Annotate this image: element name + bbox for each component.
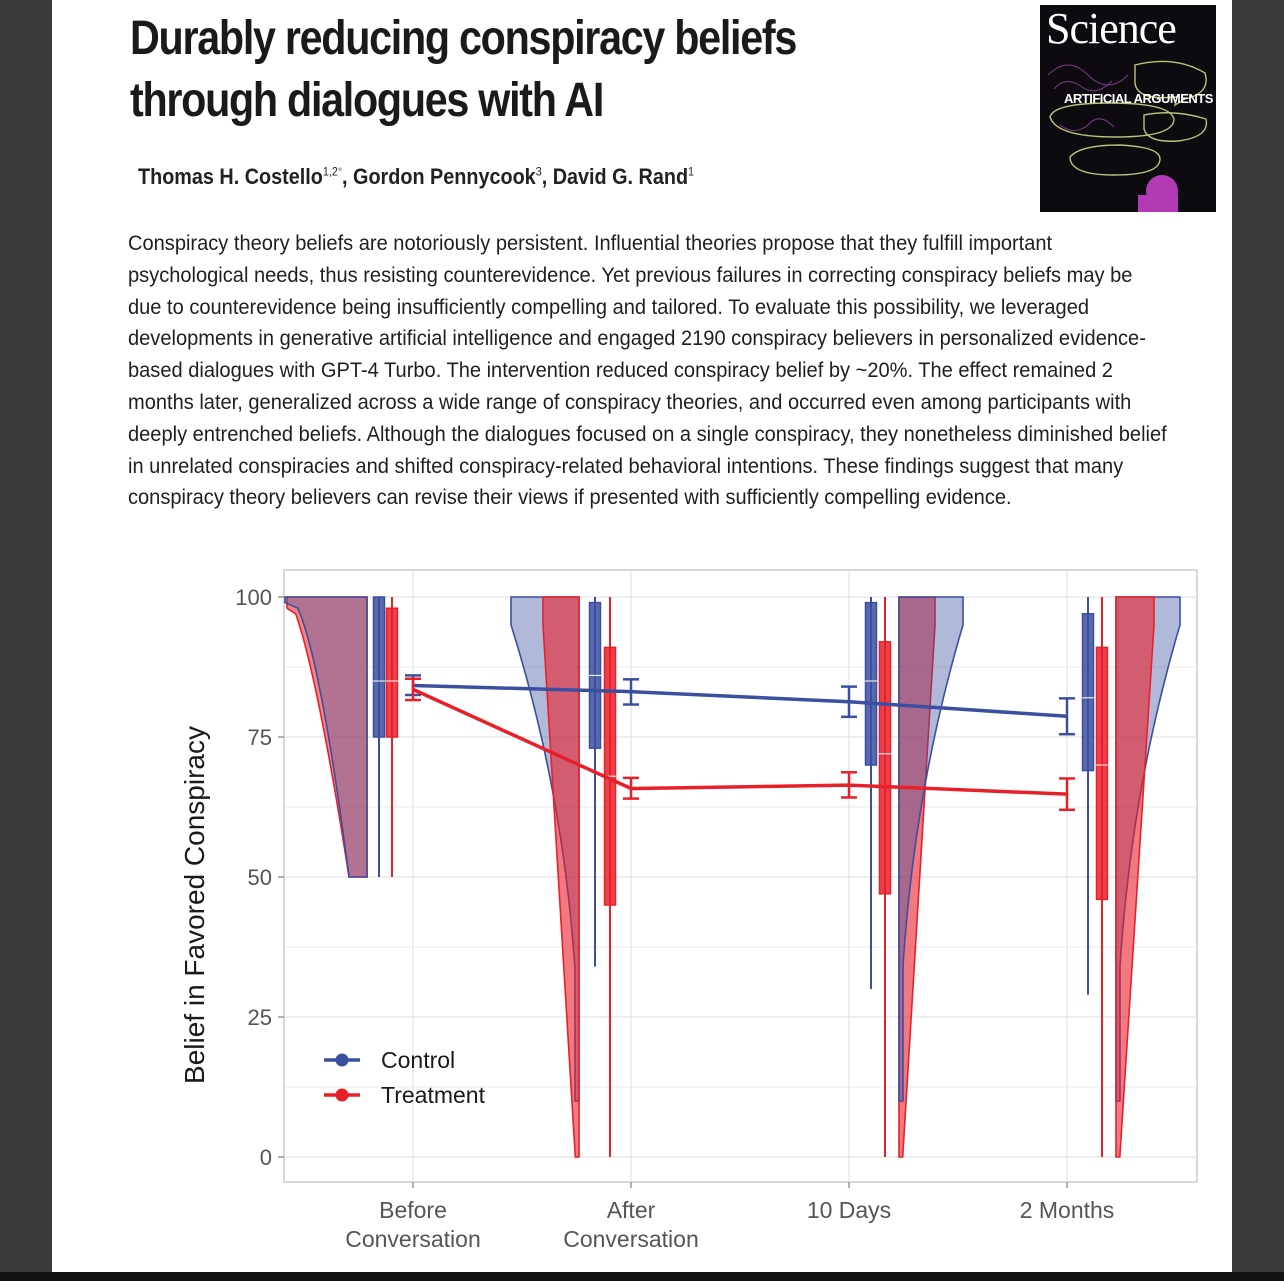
distribution-shape xyxy=(284,596,368,878)
bottom-frame xyxy=(0,1272,1284,1281)
distribution-shape xyxy=(898,596,964,1102)
y-tick-label: 75 xyxy=(248,725,272,750)
author-name: David G. Rand xyxy=(552,164,689,189)
figure-chart: 0 25 50 75 100 Before Conversation After Convers… xyxy=(104,560,1224,1265)
legend-swatch-point xyxy=(335,1053,349,1067)
boxplot-box xyxy=(1095,646,1109,901)
corresponding-mark: * xyxy=(337,164,343,179)
boxplot-box xyxy=(372,596,386,738)
paper-page: Durably reducing conspiracy beliefs thro… xyxy=(52,0,1232,1272)
plot-panel xyxy=(283,569,1198,1183)
author-affiliation: 1,2 xyxy=(322,164,338,179)
cover-line: ARTIFICIAL ARGUMENTS xyxy=(1064,91,1213,106)
left-frame xyxy=(0,0,52,1281)
y-tick-label: 50 xyxy=(248,865,272,890)
boxplot-box xyxy=(385,607,399,738)
right-frame xyxy=(1232,0,1284,1281)
series-line xyxy=(412,683,1068,719)
chart-svg: 0 25 50 75 100 Before Conversation After Convers… xyxy=(179,569,1198,1252)
abstract-text: Conspiracy theory beliefs are notoriousl… xyxy=(128,232,1167,510)
legend-swatch-point xyxy=(335,1088,349,1102)
y-tick-label: 25 xyxy=(248,1005,272,1030)
author-affiliation: 1 xyxy=(688,164,695,179)
legend-label: Control xyxy=(381,1047,455,1073)
y-axis-label: Belief in Favored Conspiracy xyxy=(179,726,210,1084)
cover-artwork xyxy=(1047,60,1208,212)
author-name: Thomas H. Costello xyxy=(138,164,323,189)
x-tick-label: 10 Days xyxy=(807,1197,891,1223)
series-line xyxy=(412,687,1068,796)
journal-cover-image: Science ARTIFICIAL ARGUMENTS xyxy=(1040,5,1216,212)
y-tick-label: 0 xyxy=(260,1145,272,1170)
boxplot-box xyxy=(878,641,892,895)
y-tick-label: 100 xyxy=(235,585,272,610)
x-tick-label: After Conversation xyxy=(563,1197,699,1252)
distribution-shape xyxy=(898,596,936,1158)
x-tick-label: Before Conversation xyxy=(345,1197,481,1252)
boxplot-box xyxy=(1081,613,1095,772)
distribution-shape xyxy=(286,596,368,878)
author-affiliation: 3 xyxy=(535,164,542,179)
x-tick-label: 2 Months xyxy=(1020,1197,1115,1223)
paper-title: Durably reducing conspiracy beliefs thro… xyxy=(130,12,797,127)
distribution-shape xyxy=(1115,596,1155,1158)
boxplot-box xyxy=(864,601,878,766)
cover-masthead: Science xyxy=(1046,5,1177,53)
author-name: Gordon Pennycook xyxy=(353,164,536,189)
author-list: Thomas H. Costello1,2*, Gordon Pennycook… xyxy=(138,164,695,189)
legend-label: Treatment xyxy=(381,1082,486,1108)
